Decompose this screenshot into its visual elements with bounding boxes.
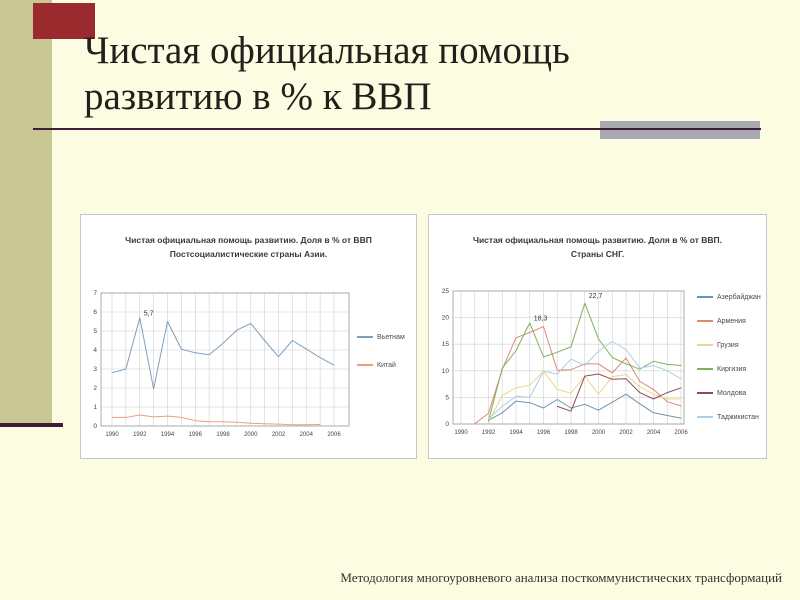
svg-text:5: 5 xyxy=(93,328,97,335)
legend-dash-icon xyxy=(697,416,713,418)
line-chart-asia: 0 1 2 3 4 5 6 7 1990 1992 1994 1996 1998 2000 2002 2004… xyxy=(93,290,350,438)
svg-text:5,7: 5,7 xyxy=(144,311,154,318)
svg-text:6: 6 xyxy=(93,309,97,316)
svg-text:2006: 2006 xyxy=(674,430,688,436)
svg-text:1990: 1990 xyxy=(105,432,119,438)
legend-item-Вьетнам: Вьетнам xyxy=(357,331,405,343)
legend-label: Киргизия xyxy=(717,365,747,373)
legend-item-Грузия: Грузия xyxy=(697,339,761,351)
title-accent-gray-bar xyxy=(600,121,760,139)
svg-text:2002: 2002 xyxy=(619,430,633,436)
svg-text:2004: 2004 xyxy=(647,430,661,436)
legend-item-Армения: Армения xyxy=(697,315,761,327)
svg-text:18,3: 18,3 xyxy=(534,316,548,323)
legend-dash-icon xyxy=(357,336,373,338)
svg-text:25: 25 xyxy=(442,288,450,295)
chart-title-asia-line1: Чистая официальная помощь развитию. Доля… xyxy=(125,235,372,245)
svg-text:2006: 2006 xyxy=(327,432,341,438)
svg-text:4: 4 xyxy=(93,347,97,354)
svg-text:1996: 1996 xyxy=(189,432,203,438)
legend-dash-icon xyxy=(697,392,713,394)
chart-card-asia: 0 1 2 3 4 5 6 7 1990 1992 1994 1996 1998 2000 2002 2004… xyxy=(80,214,417,459)
legend-label: Азербайджан xyxy=(717,293,761,301)
svg-text:15: 15 xyxy=(442,341,450,348)
svg-text:7: 7 xyxy=(93,290,97,297)
svg-text:0: 0 xyxy=(93,423,97,430)
slide-title: Чистая официальная помощь развитию в % к … xyxy=(84,28,570,119)
svg-text:1994: 1994 xyxy=(509,430,523,436)
left-accent-bar xyxy=(0,0,52,423)
svg-text:2000: 2000 xyxy=(592,430,606,436)
red-accent-square xyxy=(33,3,95,39)
legend-dash-icon xyxy=(357,364,373,366)
svg-text:1992: 1992 xyxy=(482,430,496,436)
svg-text:1998: 1998 xyxy=(564,430,578,436)
chart-title-cis-line1: Чистая официальная помощь развитию. Доля… xyxy=(472,235,722,245)
legend-dash-icon xyxy=(697,320,713,322)
chart-legend-cis: Азербайджан Армения Грузия Киргизия Молдова Т… xyxy=(697,291,761,423)
svg-text:5: 5 xyxy=(445,394,449,401)
legend-item-Молдова: Молдова xyxy=(697,387,761,399)
legend-label: Грузия xyxy=(717,341,739,349)
chart-title-asia-line2: Постсоциалистические страны Азии. xyxy=(169,249,328,260)
slide-footer: Методология многоуровневого анализа пост… xyxy=(340,570,782,585)
svg-text:20: 20 xyxy=(442,315,450,322)
legend-label: Вьетнам xyxy=(377,333,405,341)
svg-text:2000: 2000 xyxy=(244,432,258,438)
legend-dash-icon xyxy=(697,296,713,298)
svg-text:1992: 1992 xyxy=(133,432,147,438)
line-chart-cis: 0 5 10 15 20 25 1990 1992 1994 1996 1998 2000 2002 20… xyxy=(442,288,689,436)
legend-item-Китай: Китай xyxy=(357,359,405,371)
legend-dash-icon xyxy=(697,368,713,370)
chart-title-cis: Чистая официальная помощь развитию. Доля… xyxy=(429,233,766,262)
legend-label: Молдова xyxy=(717,389,747,397)
svg-text:2: 2 xyxy=(93,385,97,392)
title-underline-rule xyxy=(33,128,761,130)
svg-text:1994: 1994 xyxy=(161,432,175,438)
legend-item-Киргизия: Киргизия xyxy=(697,363,761,375)
left-accent-bar-end-line xyxy=(0,423,63,427)
svg-text:1996: 1996 xyxy=(537,430,551,436)
legend-label: Армения xyxy=(717,317,746,325)
svg-text:1998: 1998 xyxy=(216,432,230,438)
svg-text:2004: 2004 xyxy=(300,432,314,438)
legend-dash-icon xyxy=(697,344,713,346)
svg-text:0: 0 xyxy=(445,421,449,428)
chart-card-cis: 0 5 10 15 20 25 1990 1992 1994 1996 1998 2000 2002 20… xyxy=(428,214,767,459)
chart-title-asia: Чистая официальная помощь развитию. Доля… xyxy=(81,233,416,262)
chart-title-cis-line2: Страны СНГ. xyxy=(570,249,625,260)
slide-title-line2: развитию в % к ВВП xyxy=(84,74,432,118)
legend-label: Китай xyxy=(377,361,396,369)
chart-legend-asia: Вьетнам Китай xyxy=(357,331,405,371)
legend-label: Таджикистан xyxy=(717,413,759,421)
svg-text:1: 1 xyxy=(93,404,97,411)
svg-text:3: 3 xyxy=(93,366,97,373)
slide-title-line1: Чистая официальная помощь xyxy=(84,29,570,72)
legend-item-Таджикистан: Таджикистан xyxy=(697,411,761,423)
svg-text:1990: 1990 xyxy=(454,430,468,436)
svg-text:10: 10 xyxy=(442,368,450,375)
svg-text:2002: 2002 xyxy=(272,432,286,438)
svg-text:22,7: 22,7 xyxy=(589,293,603,300)
legend-item-Азербайджан: Азербайджан xyxy=(697,291,761,303)
